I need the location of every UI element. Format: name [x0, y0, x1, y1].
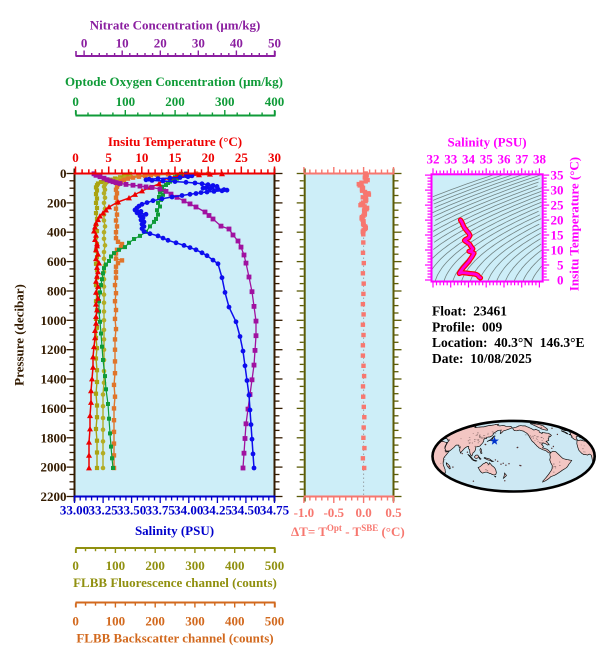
svg-text:1800: 1800 — [41, 430, 67, 445]
svg-text:20: 20 — [551, 213, 564, 228]
svg-text:Insitu Temperature (°C): Insitu Temperature (°C) — [108, 134, 242, 149]
svg-text:2000: 2000 — [41, 460, 67, 475]
svg-text:Date: 10/08/2025: Date: 10/08/2025 — [432, 351, 532, 366]
svg-text:10: 10 — [135, 150, 148, 165]
svg-text:20: 20 — [202, 150, 215, 165]
svg-text:200: 200 — [145, 614, 165, 629]
svg-text:15: 15 — [168, 150, 182, 165]
svg-text:200: 200 — [145, 558, 165, 573]
svg-text:34.00: 34.00 — [174, 503, 203, 518]
svg-text:25: 25 — [551, 198, 565, 213]
svg-text:10: 10 — [116, 36, 129, 51]
svg-text:33.50: 33.50 — [117, 503, 146, 518]
svg-text:100: 100 — [116, 94, 136, 109]
svg-text:0: 0 — [72, 150, 79, 165]
svg-text:32: 32 — [427, 152, 440, 167]
svg-text:15: 15 — [551, 228, 565, 243]
svg-text:0: 0 — [72, 558, 79, 573]
svg-text:300: 300 — [215, 94, 235, 109]
svg-text:1000: 1000 — [41, 313, 67, 328]
svg-text:34.25: 34.25 — [203, 503, 233, 518]
svg-text:Optode Oxygen Concentration (μ: Optode Oxygen Concentration (μm/kg) — [65, 74, 283, 89]
svg-text:0: 0 — [72, 94, 79, 109]
svg-text:Float: 23461: Float: 23461 — [432, 304, 507, 319]
svg-text:ΔT= TOpt - TSBE (°C): ΔT= TOpt - TSBE (°C) — [291, 523, 405, 539]
svg-text:2200: 2200 — [41, 489, 67, 504]
svg-text:5: 5 — [105, 150, 112, 165]
svg-text:0.5: 0.5 — [385, 505, 402, 520]
svg-text:0: 0 — [557, 273, 564, 288]
svg-text:300: 300 — [185, 614, 205, 629]
svg-text:100: 100 — [106, 614, 126, 629]
svg-text:0: 0 — [81, 36, 88, 51]
svg-text:10: 10 — [551, 243, 564, 258]
svg-text:400: 400 — [225, 558, 245, 573]
svg-text:37: 37 — [515, 152, 529, 167]
svg-text:FLBB Fluorescence channel (cou: FLBB Fluorescence channel (counts) — [73, 575, 277, 590]
svg-text:30: 30 — [268, 150, 281, 165]
svg-text:30: 30 — [192, 36, 205, 51]
svg-text:33.00: 33.00 — [60, 503, 89, 518]
svg-text:35: 35 — [480, 152, 494, 167]
svg-text:34.75: 34.75 — [260, 503, 290, 518]
svg-text:200: 200 — [47, 195, 67, 210]
svg-text:800: 800 — [47, 283, 67, 298]
svg-text:-1.0: -1.0 — [294, 505, 315, 520]
svg-text:200: 200 — [165, 94, 185, 109]
svg-text:Insitu Temperature (°C): Insitu Temperature (°C) — [567, 157, 582, 291]
svg-text:34.50: 34.50 — [231, 503, 260, 518]
svg-text:Profile: 009: Profile: 009 — [432, 319, 502, 334]
svg-text:30: 30 — [551, 183, 564, 198]
svg-text:-0.5: -0.5 — [323, 505, 344, 520]
svg-text:Nitrate Concentration (μm/kg): Nitrate Concentration (μm/kg) — [90, 18, 261, 33]
svg-text:Location: 40.3°N 146.3°E: Location: 40.3°N 146.3°E — [432, 335, 585, 350]
svg-text:35: 35 — [551, 168, 565, 183]
svg-text:1200: 1200 — [41, 342, 67, 357]
svg-text:50: 50 — [268, 36, 281, 51]
svg-text:40: 40 — [230, 36, 243, 51]
svg-text:36: 36 — [497, 152, 511, 167]
svg-text:1600: 1600 — [41, 401, 67, 416]
svg-text:500: 500 — [265, 614, 285, 629]
svg-text:300: 300 — [185, 558, 205, 573]
svg-text:33.75: 33.75 — [146, 503, 176, 518]
svg-text:33: 33 — [444, 152, 458, 167]
svg-text:500: 500 — [265, 558, 285, 573]
svg-text:Salinity (PSU): Salinity (PSU) — [447, 135, 526, 150]
svg-text:Salinity (PSU): Salinity (PSU) — [135, 523, 214, 538]
svg-text:400: 400 — [225, 614, 245, 629]
svg-text:34: 34 — [462, 152, 476, 167]
svg-text:1400: 1400 — [41, 372, 67, 387]
svg-text:38: 38 — [533, 152, 547, 167]
svg-text:33.25: 33.25 — [88, 503, 118, 518]
svg-text:5: 5 — [557, 258, 564, 273]
svg-text:25: 25 — [235, 150, 249, 165]
svg-text:400: 400 — [47, 225, 67, 240]
svg-text:FLBB Backscatter channel (coun: FLBB Backscatter channel (counts) — [76, 631, 273, 646]
svg-text:20: 20 — [154, 36, 167, 51]
svg-text:0: 0 — [60, 166, 67, 181]
svg-text:100: 100 — [106, 558, 126, 573]
svg-text:400: 400 — [265, 94, 285, 109]
svg-text:600: 600 — [47, 254, 67, 269]
svg-text:0.0: 0.0 — [355, 505, 371, 520]
svg-text:0: 0 — [72, 614, 79, 629]
svg-text:Pressure (decibar): Pressure (decibar) — [12, 284, 27, 386]
